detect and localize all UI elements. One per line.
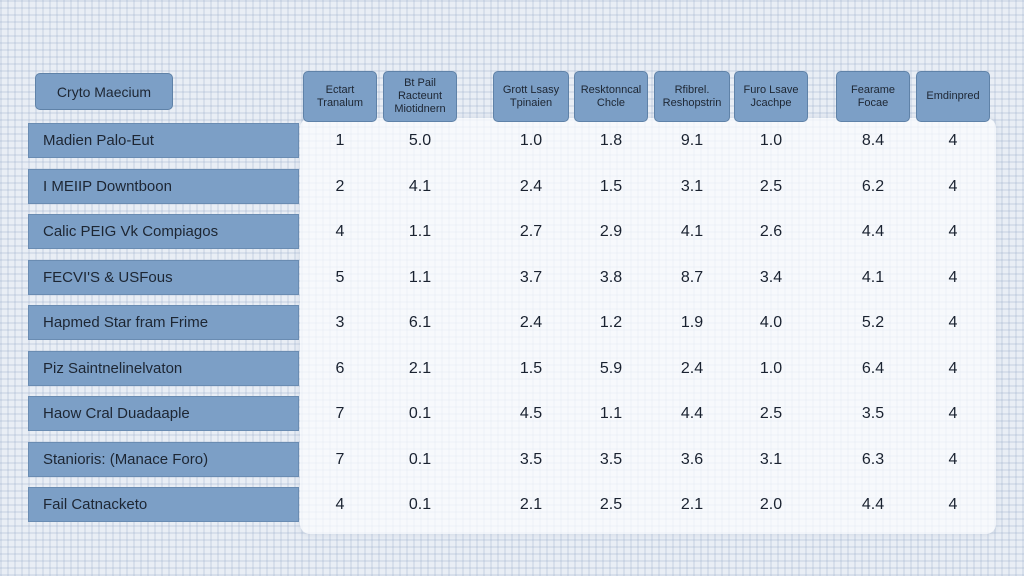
table-cell: 1.1	[408, 268, 432, 286]
row-label: Piz Saintnelinelvaton	[28, 351, 299, 386]
table-cell: 1	[335, 131, 345, 149]
table-cell: 1.1	[408, 222, 432, 240]
table-cell: 1.9	[680, 313, 704, 331]
table-cell: 2.5	[759, 404, 783, 422]
table-cell: 1.8	[599, 131, 623, 149]
table-cell: 2.5	[759, 177, 783, 195]
table-cell: 3.6	[680, 450, 704, 468]
table-cell: 3.1	[680, 177, 704, 195]
row-label: Fail Catnacketo	[28, 487, 299, 522]
table-cell: 2.0	[759, 495, 783, 513]
table-cell: 5	[335, 268, 345, 286]
table-cell: 2.5	[599, 495, 623, 513]
table-cell: 4	[948, 404, 958, 422]
table-cell: 7	[335, 404, 345, 422]
table-cell: 1.5	[519, 359, 543, 377]
table-cell: 3.5	[519, 450, 543, 468]
table-cell: 0.1	[408, 495, 432, 513]
table-cell: 4.4	[861, 222, 885, 240]
table-cell: 3.5	[861, 404, 885, 422]
table-cell: 8.4	[861, 131, 885, 149]
table-cell: 4.1	[680, 222, 704, 240]
table-cell: 1.0	[759, 359, 783, 377]
row-header-label: Cryto Maecium	[35, 73, 173, 110]
table-cell: 2.4	[680, 359, 704, 377]
table-cell: 4.0	[759, 313, 783, 331]
table-cell: 4	[948, 450, 958, 468]
table-cell: 4	[948, 222, 958, 240]
table-cell: 5.2	[861, 313, 885, 331]
table-cell: 6	[335, 359, 345, 377]
table-cell: 1.0	[519, 131, 543, 149]
table-cell: 3.8	[599, 268, 623, 286]
table-cell: 2.1	[408, 359, 432, 377]
table-cell: 1.2	[599, 313, 623, 331]
table-cell: 4	[948, 131, 958, 149]
table-cell: 3.1	[759, 450, 783, 468]
row-label: Madien Palo-Eut	[28, 123, 299, 158]
column-header-3: Grott Lsasy Tpinaien	[493, 71, 569, 122]
row-label: I MEIIP Downtboon	[28, 169, 299, 204]
table-cell: 4.5	[519, 404, 543, 422]
row-label: Stanioris: (Manace Foro)	[28, 442, 299, 477]
table-cell: 3.7	[519, 268, 543, 286]
table-cell: 3	[335, 313, 345, 331]
row-label: Haow Cral Duadaaple	[28, 396, 299, 431]
table-cell: 0.1	[408, 404, 432, 422]
table-cell: 2.4	[519, 313, 543, 331]
table-cell: 1.0	[759, 131, 783, 149]
column-header-2: Bt Pail Racteunt Miotidnern	[383, 71, 457, 122]
table-cell: 9.1	[680, 131, 704, 149]
table-cell: 5.0	[408, 131, 432, 149]
table-cell: 2	[335, 177, 345, 195]
table-cell: 2.7	[519, 222, 543, 240]
table-cell: 4.4	[861, 495, 885, 513]
table-cell: 1.5	[599, 177, 623, 195]
table-cell: 0.1	[408, 450, 432, 468]
table-cell: 5.9	[599, 359, 623, 377]
table-cell: 2.1	[680, 495, 704, 513]
column-header-5: Rfibrel. Reshopstrin	[654, 71, 730, 122]
table-cell: 4.4	[680, 404, 704, 422]
table-cell: 4.1	[861, 268, 885, 286]
table-cell: 6.4	[861, 359, 885, 377]
table-cell: 2.6	[759, 222, 783, 240]
table-cell: 4	[335, 495, 345, 513]
table-cell: 2.9	[599, 222, 623, 240]
table-cell: 6.3	[861, 450, 885, 468]
column-header-4: Resktonncal Chcle	[574, 71, 648, 122]
column-header-1: Ectart Tranalum	[303, 71, 377, 122]
table-cell: 4	[948, 268, 958, 286]
table-cell: 4	[948, 313, 958, 331]
column-header-6: Furo Lsave Jcachpe	[734, 71, 808, 122]
row-label: Hapmed Star fram Frime	[28, 305, 299, 340]
table-cell: 2.4	[519, 177, 543, 195]
table-cell: 7	[335, 450, 345, 468]
table-panel	[300, 118, 996, 534]
row-label: FECVI'S & USFous	[28, 260, 299, 295]
table-cell: 4	[948, 359, 958, 377]
row-label: Calic PEIG Vk Compiagos	[28, 214, 299, 249]
table-cell: 1.1	[599, 404, 623, 422]
table-cell: 6.2	[861, 177, 885, 195]
table-cell: 4	[335, 222, 345, 240]
column-header-8: Emdinpred	[916, 71, 990, 122]
table-cell: 2.1	[519, 495, 543, 513]
table-cell: 8.7	[680, 268, 704, 286]
table-cell: 3.5	[599, 450, 623, 468]
table-cell: 4.1	[408, 177, 432, 195]
column-header-7: Fearame Focae	[836, 71, 910, 122]
table-cell: 4	[948, 177, 958, 195]
table-cell: 4	[948, 495, 958, 513]
table-cell: 6.1	[408, 313, 432, 331]
table-cell: 3.4	[759, 268, 783, 286]
